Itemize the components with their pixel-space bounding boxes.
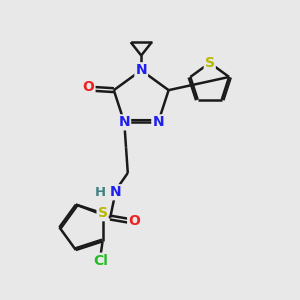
Text: O: O	[82, 80, 94, 94]
Text: H: H	[95, 186, 106, 199]
Text: N: N	[135, 63, 147, 77]
Text: S: S	[205, 56, 215, 70]
Text: O: O	[128, 214, 140, 228]
Text: Cl: Cl	[93, 254, 108, 268]
Text: N: N	[152, 116, 164, 129]
Text: N: N	[118, 116, 130, 129]
Text: S: S	[98, 206, 108, 220]
Text: N: N	[110, 185, 121, 199]
